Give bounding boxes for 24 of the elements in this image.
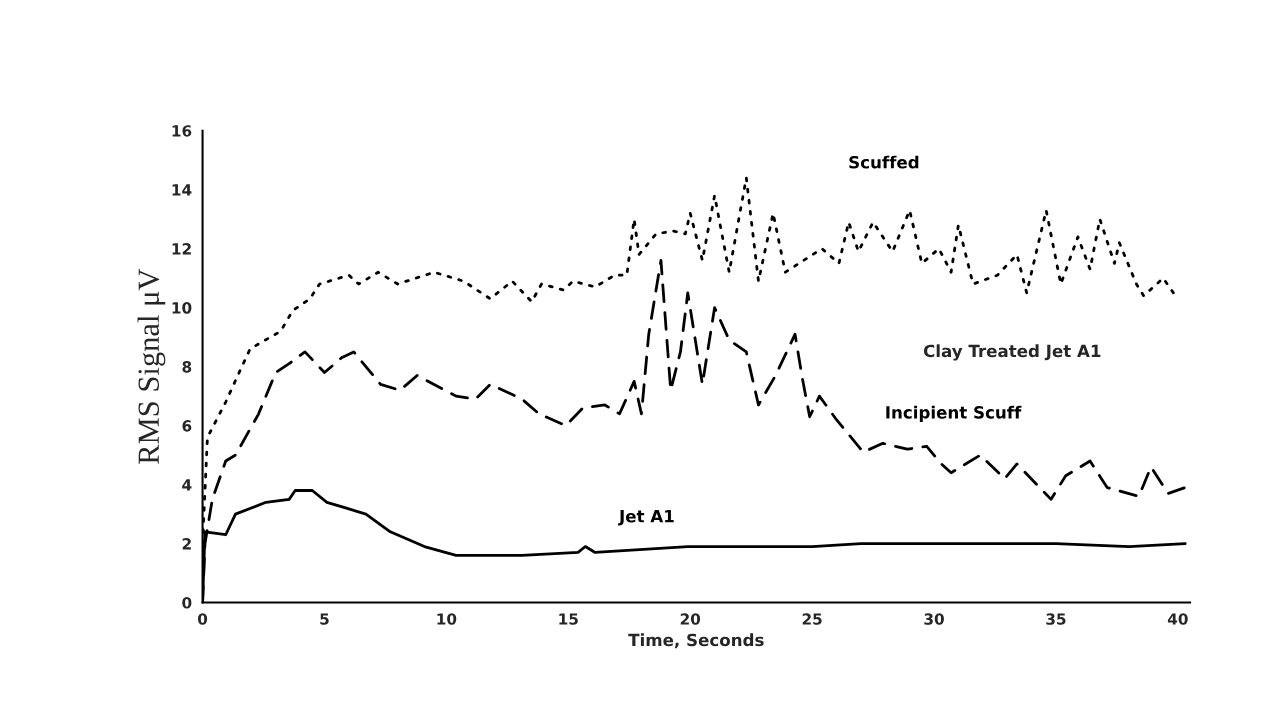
- y-tick-label: 6: [182, 420, 192, 432]
- y-tick-label: 12: [172, 243, 191, 255]
- series-label: Incipient Scuff: [886, 405, 1022, 422]
- x-tick-label: 15: [559, 613, 578, 625]
- x-axis-title: Time, Seconds: [628, 633, 764, 649]
- y-tick-label: 0: [182, 597, 192, 609]
- x-tick-label: 5: [320, 613, 329, 625]
- y-tick-label: 10: [172, 302, 192, 314]
- y-tick-label: 8: [182, 361, 192, 373]
- x-tick-label: 0: [197, 613, 208, 625]
- y-tick-label: 14: [172, 184, 192, 196]
- x-tick-label: 10: [437, 613, 457, 625]
- x-tick-label: 20: [680, 613, 701, 625]
- y-tick-label: 2: [182, 538, 191, 550]
- text: Scuffed: [849, 155, 919, 169]
- y-tick-label: 4: [182, 479, 192, 491]
- x-tick-label: 30: [924, 613, 944, 625]
- x-tick-label: 25: [802, 613, 822, 625]
- x-tick-label: 35: [1046, 613, 1066, 625]
- y-tick-label: 16: [172, 125, 192, 137]
- y-axis-title: RMS Signal μV: [137, 268, 166, 464]
- annotation: Clay Treated Jet A1: [923, 344, 1101, 361]
- x-tick-label: 40: [1167, 613, 1188, 625]
- series-label: Jet A1: [618, 510, 674, 526]
